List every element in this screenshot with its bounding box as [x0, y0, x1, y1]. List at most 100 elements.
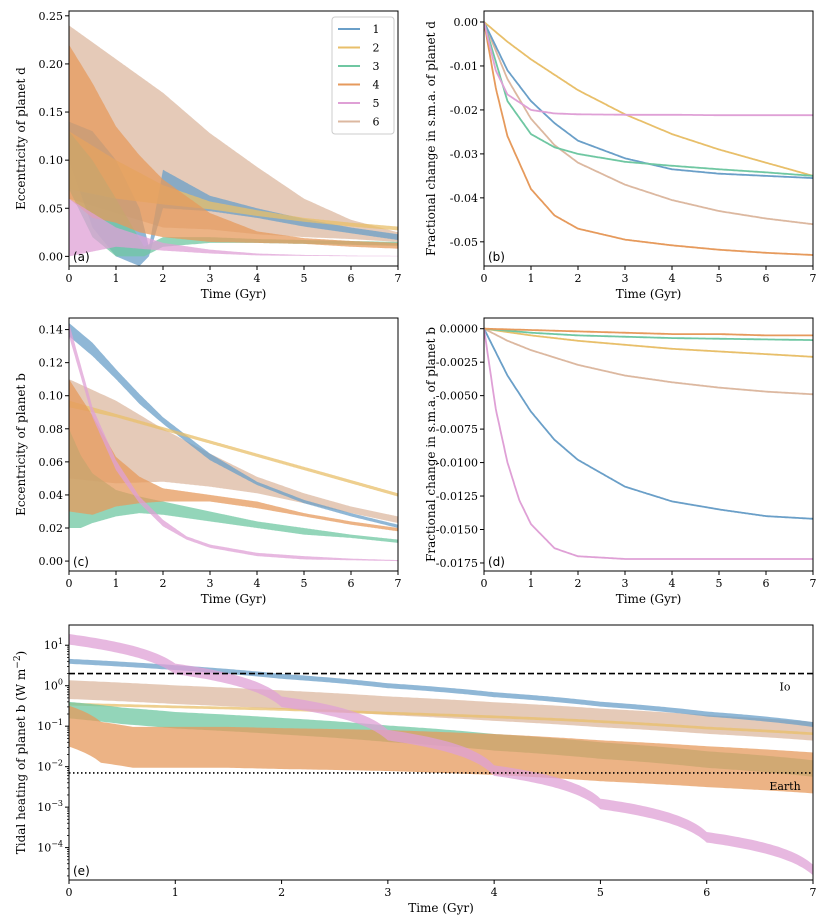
y-tick-label: -0.0025 — [436, 356, 478, 369]
y-tick-label: 0.14 — [39, 324, 64, 337]
x-tick-label: 2 — [278, 886, 285, 899]
x-tick-label: 1 — [113, 272, 120, 285]
y-tick-label: 10−2 — [37, 759, 63, 774]
y-tick-label: 0.02 — [39, 522, 64, 535]
axes-frame-b — [483, 10, 814, 267]
y-tick-label: 0.25 — [39, 10, 64, 23]
x-tick-label: 6 — [763, 577, 770, 590]
plot-area-b — [484, 21, 813, 256]
y-tick-label: -0.03 — [450, 148, 478, 161]
axes-frame-d — [483, 317, 814, 572]
y-tick-label: 0.00 — [39, 555, 64, 568]
x-tick-label: 7 — [810, 577, 817, 590]
x-axis-label: Time (Gyr) — [616, 592, 682, 606]
plot-area-e — [69, 634, 813, 876]
x-tick-label: 5 — [716, 272, 723, 285]
y-tick-label: 0.15 — [39, 106, 64, 119]
x-tick-label: 5 — [597, 886, 604, 899]
plot-area-a — [69, 25, 398, 266]
y-tick-label: -0.01 — [450, 60, 478, 73]
x-tick-label: 4 — [669, 272, 676, 285]
x-tick-label: 3 — [622, 272, 629, 285]
y-tick-label: -0.05 — [450, 236, 478, 249]
panel-label-d: (d) — [488, 555, 505, 569]
x-tick-label: 0 — [66, 577, 73, 590]
panel-label-e: (e) — [73, 864, 90, 878]
x-tick-label: 2 — [575, 272, 582, 285]
series-3-line-b — [484, 21, 813, 177]
y-tick-label: -0.02 — [450, 104, 478, 117]
x-tick-label: 5 — [716, 577, 723, 590]
x-tick-label: 1 — [528, 577, 535, 590]
y-axis-label: Tidal heating of planet b (W m−2) — [13, 651, 28, 855]
x-tick-label: 3 — [207, 577, 214, 590]
x-tick-label: 2 — [160, 577, 167, 590]
x-axis-label: Time (Gyr) — [201, 592, 267, 606]
y-tick-label: 0.20 — [39, 58, 64, 71]
x-tick-label: 1 — [528, 272, 535, 285]
x-tick-label: 3 — [207, 272, 214, 285]
plot-area-c — [69, 323, 398, 562]
legend-entry-1: 1 — [373, 23, 380, 36]
y-tick-label: 101 — [44, 637, 63, 652]
series-2-band-c — [69, 400, 398, 497]
x-tick-label: 6 — [348, 272, 355, 285]
y-tick-label: 0.12 — [39, 357, 64, 370]
x-tick-label: 6 — [703, 886, 710, 899]
panel-a: 0 1 2 3 4 5 6 7 0.00 0.05 0.10 0.15 0.20 0.25 Time (Gy… — [14, 10, 402, 301]
series-2-band-e — [69, 702, 813, 736]
y-tick-label: -0.0100 — [436, 457, 478, 470]
x-tick-label: 0 — [481, 272, 488, 285]
x-axis-label: Time (Gyr) — [408, 901, 474, 915]
x-axis-label: Time (Gyr) — [201, 287, 267, 301]
y-tick-label: 0.00 — [39, 250, 64, 263]
y-axis-label: Eccentricity of planet d — [14, 67, 28, 210]
y-axis-label: Fractional change in s.m.a. of planet d — [424, 21, 438, 256]
x-axis-label: Time (Gyr) — [616, 287, 682, 301]
y-tick-label: 0.10 — [39, 154, 64, 167]
series-5-line-b — [484, 21, 813, 117]
reference-label-io: Io — [780, 681, 791, 694]
series-1-line-b — [484, 21, 813, 179]
x-tick-label: 5 — [301, 272, 308, 285]
y-tick-label: -0.0075 — [436, 423, 478, 436]
x-tick-label: 7 — [810, 886, 817, 899]
series-2-line-d — [484, 327, 813, 358]
series-3-line-d — [484, 327, 813, 341]
x-tick-label: 4 — [669, 577, 676, 590]
legend-entry-2: 2 — [373, 42, 380, 55]
y-tick-label: -0.0175 — [436, 557, 478, 570]
y-tick-label: -0.04 — [450, 192, 478, 205]
plot-area-d — [484, 327, 813, 560]
y-tick-label: -0.0050 — [436, 390, 478, 403]
panel-e: Io Earth 0 1 2 3 4 5 6 7 101 100 10−1 10−2 10−3 10−4 Tim… — [13, 624, 817, 915]
x-tick-label: 6 — [763, 272, 770, 285]
x-tick-label: 7 — [810, 272, 817, 285]
series-4-band-a — [69, 44, 398, 249]
y-tick-label: 0.00 — [454, 16, 479, 29]
reference-label-earth: Earth — [769, 780, 800, 793]
x-tick-label: 4 — [491, 886, 498, 899]
series-4-line-d — [484, 327, 813, 337]
series-1-band-e — [69, 658, 813, 727]
y-tick-label: -0.0125 — [436, 490, 478, 503]
series-6-band-e — [69, 680, 813, 741]
y-tick-label: 10−1 — [37, 718, 63, 733]
x-tick-label: 3 — [384, 886, 391, 899]
series-3-band-c — [69, 428, 398, 543]
series-4-band-c — [69, 379, 398, 532]
series-4-line-b — [484, 21, 813, 256]
y-tick-label: 0.08 — [39, 423, 64, 436]
y-tick-label: 10−4 — [37, 840, 63, 855]
y-tick-label: 0.10 — [39, 390, 64, 403]
y-tick-label: 0.04 — [39, 489, 64, 502]
series-5-line-d — [484, 328, 813, 560]
x-tick-label: 2 — [160, 272, 167, 285]
legend-entry-5: 5 — [373, 97, 380, 110]
x-tick-label: 1 — [172, 886, 179, 899]
axes-frame-c — [68, 317, 399, 572]
axes-frame-e — [68, 624, 814, 881]
legend-entry-4: 4 — [373, 79, 380, 92]
series-1-line-d — [484, 328, 813, 520]
